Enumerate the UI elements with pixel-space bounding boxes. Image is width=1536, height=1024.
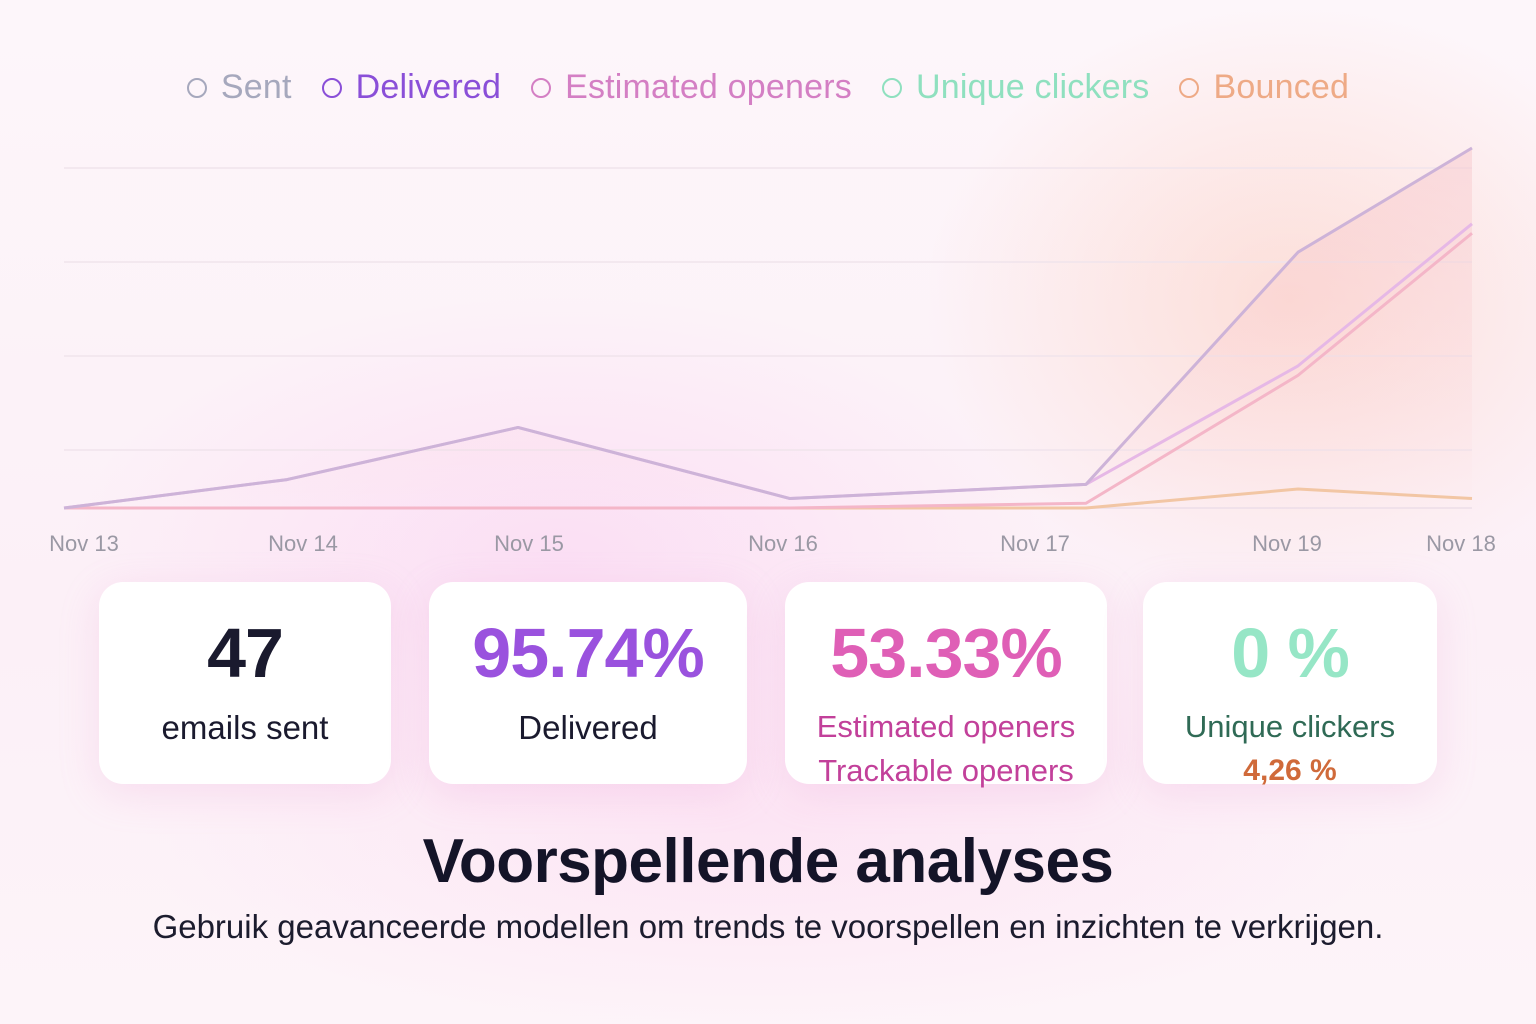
- stat-label: Unique clickers: [1184, 709, 1396, 744]
- series-line-estimated-openers: [64, 232, 1473, 510]
- series-line-sent: [63, 146, 1473, 510]
- x-tick-label: Nov 16: [748, 531, 818, 556]
- stat-value: 0 %: [1231, 614, 1350, 692]
- x-axis-ticks: Nov 13 Nov 14 Nov 15 Nov 16 Nov 17 Nov 19 Nov …: [49, 531, 1496, 556]
- stat-label: Delivered: [518, 709, 658, 746]
- stat-value: 47: [207, 614, 284, 692]
- legend-item-unique-clickers[interactable]: Unique clickers: [881, 68, 1150, 107]
- legend-item-sent[interactable]: Sent: [186, 68, 292, 107]
- stat-sub: Trackable openers: [818, 753, 1074, 789]
- legend-label: Sent: [220, 68, 292, 106]
- stat-card-clickers: 0 % Unique clickers 4,26 %: [1143, 582, 1437, 788]
- page-subtitle: Gebruik geavanceerde modellen om trends …: [152, 908, 1384, 945]
- x-tick-label: Nov 13: [49, 531, 119, 556]
- stat-card-openers: 53.33% Estimated openers Trackable opene…: [785, 582, 1107, 788]
- legend-label: Estimated openers: [565, 68, 852, 106]
- legend-item-estimated-openers[interactable]: Estimated openers: [531, 68, 852, 107]
- page-title: Voorspellende analyses: [422, 827, 1114, 896]
- stat-card-sent: 47 emails sent: [99, 582, 391, 784]
- legend-label: Unique clickers: [915, 68, 1150, 106]
- legend-label: Bounced: [1213, 68, 1350, 106]
- stat-sub: 4,26 %: [1243, 754, 1337, 788]
- series-area-sent: [64, 148, 1472, 508]
- legend-circle-icon: [321, 77, 342, 98]
- chart-lines: [63, 146, 1473, 510]
- chart-area: [64, 148, 1472, 508]
- x-tick-label: Nov 14: [268, 531, 338, 556]
- chart-legend: Sent Delivered Estimated openers Unique cli…: [0, 68, 1536, 107]
- legend-circle-icon: [186, 77, 207, 98]
- stat-value: 53.33%: [830, 614, 1062, 692]
- line-chart: Nov 13 Nov 14 Nov 15 Nov 16 Nov 17 Nov 19 Nov …: [49, 146, 1496, 556]
- x-tick-label: Nov 18: [1426, 531, 1496, 556]
- x-tick-label: Nov 15: [494, 531, 564, 556]
- stat-card-delivered: 95.74% Delivered: [429, 582, 747, 784]
- legend-item-delivered[interactable]: Delivered: [321, 68, 502, 107]
- legend-label: Delivered: [355, 68, 502, 106]
- stat-label: Estimated openers: [816, 709, 1076, 744]
- x-tick-label: Nov 19: [1252, 531, 1322, 556]
- legend-item-bounced[interactable]: Bounced: [1179, 68, 1349, 107]
- stat-label: emails sent: [161, 709, 329, 746]
- legend-circle-icon: [531, 77, 552, 98]
- legend-circle-icon: [881, 77, 902, 98]
- x-tick-label: Nov 17: [1000, 531, 1070, 556]
- legend-circle-icon: [1179, 77, 1200, 98]
- stat-value: 95.74%: [472, 614, 704, 692]
